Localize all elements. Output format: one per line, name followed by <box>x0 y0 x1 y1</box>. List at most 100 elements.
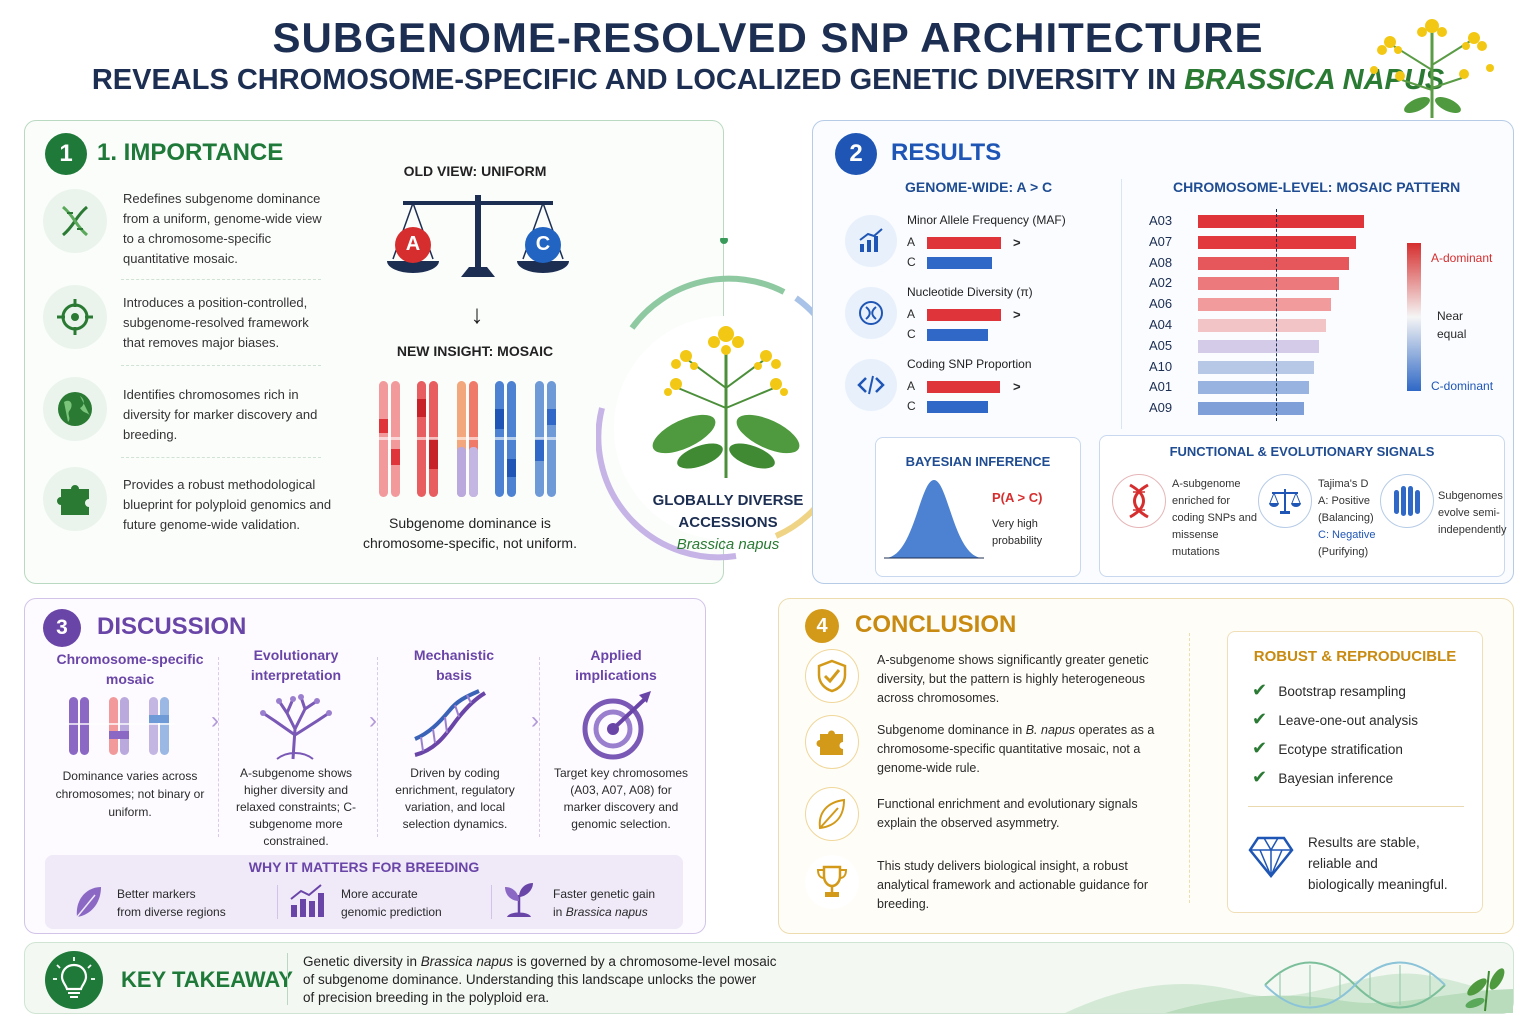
section-title: CONCLUSION <box>855 611 1017 638</box>
metric-a-label: A <box>907 307 916 321</box>
check-icon: ✔ <box>1252 680 1268 700</box>
conclusion-item: This study delivers biological insight, … <box>877 859 1148 911</box>
breeding-item: Faster genetic gain in Brassica napus <box>553 887 656 919</box>
discussion-col-header: Chromosome-specific mosaic <box>56 651 204 687</box>
stable-text: Results are stable, reliable and biologica… <box>1308 835 1448 892</box>
divider <box>1189 633 1190 903</box>
metric-bar-a <box>927 237 1001 249</box>
globe-icon <box>43 377 107 441</box>
target-icon <box>43 285 107 349</box>
scale-a-label: A <box>405 233 421 255</box>
code-icon <box>845 359 897 411</box>
bayes-title: BAYESIAN INFERENCE <box>905 454 1051 469</box>
conclusion-item: Functional enrichment and evolutionary s… <box>877 797 1138 830</box>
importance-panel: 1 1. IMPORTANCE Redefines subgenome domi… <box>24 120 724 584</box>
section-number: 3 <box>43 609 81 647</box>
functional-title: FUNCTIONAL & EVOLUTIONARY SIGNALS <box>1169 444 1435 459</box>
functional-signals-box: FUNCTIONAL & EVOLUTIONARY SIGNALS A-subg… <box>1099 435 1507 577</box>
chromosome-bar <box>1198 215 1364 228</box>
balance-icon <box>1258 474 1312 528</box>
conclusion-panel: 4 CONCLUSION A-subgenome shows significa… <box>778 598 1514 934</box>
section-title: RESULTS <box>891 139 1002 166</box>
results-panel: 2 RESULTS GENOME-WIDE: A > C Minor Allel… <box>812 120 1514 584</box>
functional-signal-1: A-subgenome enriched for coding SNPs and mi… <box>1172 478 1257 558</box>
scale-c-label: C <box>535 233 551 255</box>
bayesian-inference-box: BAYESIAN INFERENCE P(A > C) Very high pro… <box>875 437 1081 577</box>
bayes-prob: P(A > C) <box>992 490 1043 505</box>
importance-item: Provides a robust methodological bluepri… <box>123 477 332 532</box>
chromosome-label: A02 <box>1149 275 1173 291</box>
metric-greater-sign: > <box>1013 307 1021 322</box>
breeding-title: WHY IT MATTERS FOR BREEDING <box>248 859 480 875</box>
color-scale-legend <box>1407 243 1421 391</box>
robust-title: ROBUST & REPRODUCIBLE <box>1253 648 1457 665</box>
discussion-col-text: Driven by coding enrichment, regulatory … <box>395 766 515 831</box>
metric-name: Coding SNP Proportion <box>907 357 1032 371</box>
importance-item: Redefines subgenome dominance from a uni… <box>123 191 322 266</box>
page-title: SUBGENOME-RESOLVED SNP ARCHITECTURE <box>272 14 1264 61</box>
metric-greater-sign: > <box>1013 235 1021 250</box>
chromosome-bar <box>1198 402 1304 416</box>
rapeseed-flower-icon <box>1370 19 1494 118</box>
genome-wide-title: GENOME-WIDE: A > C <box>905 179 1053 195</box>
chevron-right-icon: › <box>211 707 219 734</box>
discussion-col-header: Mechanistic basis <box>413 647 495 683</box>
metric-name: Minor Allele Frequency (MAF) <box>907 213 1066 227</box>
chromosome-bar <box>1198 277 1339 291</box>
breeding-item: Better markers from diverse regions <box>117 887 226 919</box>
metric-a-label: A <box>907 235 916 249</box>
check-item: ✔ Bootstrap resampling <box>1252 680 1406 700</box>
check-list: ✔ Bootstrap resampling ✔ Leave-one-out a… <box>1252 680 1418 796</box>
metric-c-label: C <box>907 399 916 413</box>
equality-reference-line <box>1276 209 1277 421</box>
metric-c-label: C <box>907 255 916 269</box>
check-item: ✔ Ecotype stratification <box>1252 738 1403 758</box>
center-label-line2: ACCESSIONS <box>678 514 778 531</box>
section-title: 1. IMPORTANCE <box>97 139 284 166</box>
robust-box: ROBUST & REPRODUCIBLE ✔ Bootstrap resamp… <box>1227 631 1483 913</box>
chromosome-label: A09 <box>1149 400 1173 416</box>
dna-icon <box>43 189 107 253</box>
trophy-icon <box>805 855 859 909</box>
conclusion-item: A-subgenome shows significantly greater … <box>877 653 1149 705</box>
divider <box>121 365 321 366</box>
divider <box>377 657 378 837</box>
metric-bar-c <box>927 401 988 413</box>
sprout-icon <box>505 883 533 917</box>
tree-icon <box>260 694 332 760</box>
chromosome-label: A04 <box>1149 317 1173 332</box>
chromosome-label: A01 <box>1149 379 1173 395</box>
breeding-box: WHY IT MATTERS FOR BREEDING Better marke… <box>45 855 683 929</box>
legend-bottom-label: C-dominant <box>1431 379 1494 393</box>
subtitle-text: REVEALS CHROMOSOME-SPECIFIC AND LOCALIZE… <box>91 64 1185 96</box>
leaf-icon <box>805 787 859 841</box>
shield-check-icon <box>805 649 859 703</box>
chevron-right-icon: › <box>369 707 377 734</box>
divider <box>287 953 288 1005</box>
puzzle-icon <box>43 467 107 531</box>
chromosome-label: A10 <box>1149 358 1173 374</box>
puzzle-icon <box>805 715 859 769</box>
check-item: ✔ Leave-one-out analysis <box>1252 709 1418 729</box>
divider <box>491 885 492 919</box>
divider <box>218 657 219 837</box>
center-label-line1: GLOBALLY DIVERSE <box>652 492 804 509</box>
takeaway-title: KEY TAKEAWAY <box>121 967 293 992</box>
divider <box>121 279 321 280</box>
chromosome-level-title: CHROMOSOME-LEVEL: MOSAIC PATTERN <box>1173 179 1461 195</box>
chromosome-label: A05 <box>1149 337 1173 353</box>
growth-chart-icon <box>290 884 324 917</box>
diversity-icon <box>845 287 897 339</box>
section-number: 1 <box>45 133 87 175</box>
posterior-distribution-icon <box>884 480 984 559</box>
chromosome-label: A07 <box>1149 233 1173 249</box>
section-title: DISCUSSION <box>97 613 247 640</box>
dna-helix-icon <box>414 689 487 757</box>
divider <box>121 457 321 458</box>
takeaway-text: Genetic diversity in Brassica napus is g… <box>303 954 777 1005</box>
chromosome-bar <box>1198 256 1349 270</box>
metric-greater-sign: > <box>1013 379 1021 394</box>
center-species: Brassica napus <box>676 536 780 553</box>
divider <box>539 657 540 837</box>
metric-bar-c <box>927 257 992 269</box>
